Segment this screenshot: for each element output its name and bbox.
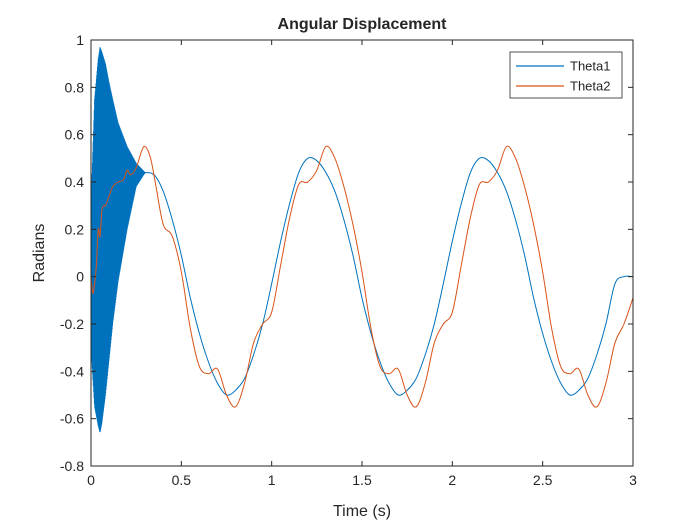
- y-tick-label: 0: [76, 269, 84, 285]
- x-axis-ticks: 0 0.5 1 1.5 2 2.5 3: [87, 40, 637, 488]
- series-theta1-oscillation: [91, 47, 146, 433]
- legend-box: [509, 51, 623, 99]
- series-layer: [91, 47, 633, 433]
- x-tick-label: 3: [629, 472, 637, 488]
- x-tick-label: 1: [268, 472, 276, 488]
- plot-area: [91, 40, 633, 466]
- y-axis-label: Radians: [31, 224, 48, 283]
- legend-label-theta1: Theta1: [570, 59, 610, 74]
- y-tick-label: 0.4: [65, 174, 85, 190]
- y-tick-label: 0.8: [65, 79, 85, 95]
- y-tick-label: -0.6: [60, 411, 84, 427]
- legend: Theta1 Theta2: [509, 51, 623, 99]
- x-tick-label: 0.5: [172, 472, 192, 488]
- y-tick-label: -0.8: [60, 458, 84, 474]
- y-tick-label: 0.2: [65, 221, 85, 237]
- series-theta2-line: [91, 145, 633, 408]
- x-tick-label: 2.5: [533, 472, 553, 488]
- x-tick-label: 2: [448, 472, 456, 488]
- chart-title: Angular Displacement: [278, 16, 448, 33]
- y-axis-ticks: -0.8 -0.6 -0.4 -0.2 0 0.2 0.4 0.6 0.8 1: [60, 32, 633, 474]
- y-tick-label: 1: [76, 32, 84, 48]
- y-tick-label: -0.2: [60, 316, 84, 332]
- x-tick-label: 1.5: [352, 472, 372, 488]
- legend-label-theta2: Theta2: [570, 79, 610, 94]
- y-tick-label: 0.6: [65, 127, 85, 143]
- x-axis-label: Time (s): [333, 503, 391, 520]
- x-tick-label: 0: [87, 472, 95, 488]
- y-tick-label: -0.4: [60, 363, 84, 379]
